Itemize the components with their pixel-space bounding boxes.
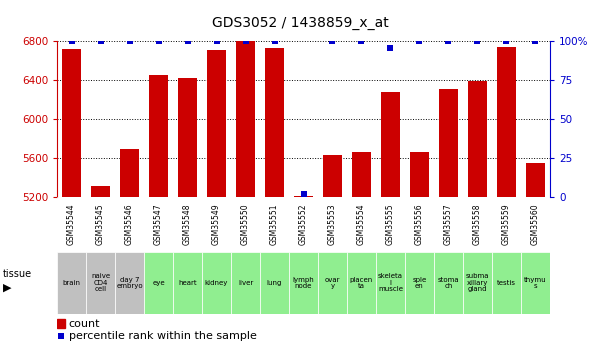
- Text: ▶: ▶: [3, 283, 11, 293]
- Text: tissue: tissue: [3, 269, 32, 279]
- Bar: [115, 252, 144, 314]
- Text: GSM35548: GSM35548: [183, 204, 192, 245]
- Bar: [265, 48, 284, 197]
- Bar: [57, 252, 86, 314]
- Text: kidney: kidney: [205, 280, 228, 286]
- Bar: [439, 89, 458, 197]
- Text: GSM35551: GSM35551: [270, 204, 279, 245]
- Bar: [86, 252, 115, 314]
- Bar: [376, 252, 405, 314]
- Bar: [468, 81, 487, 197]
- Text: GSM35544: GSM35544: [67, 204, 76, 245]
- Text: GSM35550: GSM35550: [241, 204, 250, 245]
- Bar: [434, 252, 463, 314]
- Bar: [91, 186, 110, 197]
- Text: sple
en: sple en: [412, 277, 427, 289]
- Text: GDS3052 / 1438859_x_at: GDS3052 / 1438859_x_at: [212, 16, 389, 30]
- Bar: [289, 252, 318, 314]
- Text: stoma
ch: stoma ch: [438, 277, 459, 289]
- Bar: [521, 252, 550, 314]
- Bar: [207, 50, 226, 197]
- Text: subma
xillary
gland: subma xillary gland: [466, 273, 489, 293]
- Text: percentile rank within the sample: percentile rank within the sample: [69, 331, 257, 341]
- Bar: [405, 252, 434, 314]
- Text: lymph
node: lymph node: [293, 277, 314, 289]
- Bar: [231, 252, 260, 314]
- Text: ovar
y: ovar y: [325, 277, 340, 289]
- Text: GSM35554: GSM35554: [357, 204, 366, 245]
- Text: lung: lung: [267, 280, 282, 286]
- Bar: [381, 92, 400, 197]
- Bar: [57, 319, 65, 328]
- Text: day 7
embryо: day 7 embryо: [116, 277, 143, 289]
- Bar: [236, 41, 255, 197]
- Text: liver: liver: [238, 280, 253, 286]
- Bar: [323, 155, 342, 197]
- Text: count: count: [69, 319, 100, 329]
- Text: heart: heart: [178, 280, 197, 286]
- Bar: [497, 47, 516, 197]
- Bar: [202, 252, 231, 314]
- Text: eye: eye: [152, 280, 165, 286]
- Text: skeleta
l
muscle: skeleta l muscle: [378, 273, 403, 293]
- Bar: [410, 152, 429, 197]
- Bar: [62, 49, 81, 197]
- Text: GSM35547: GSM35547: [154, 204, 163, 245]
- Text: GSM35560: GSM35560: [531, 204, 540, 245]
- Text: GSM35555: GSM35555: [386, 204, 395, 245]
- Text: GSM35549: GSM35549: [212, 204, 221, 245]
- Bar: [352, 152, 371, 197]
- Bar: [347, 252, 376, 314]
- Text: naive
CD4
cell: naive CD4 cell: [91, 273, 110, 293]
- Bar: [149, 75, 168, 197]
- Text: GSM35552: GSM35552: [299, 204, 308, 245]
- Text: GSM35559: GSM35559: [502, 204, 511, 245]
- Text: placen
ta: placen ta: [350, 277, 373, 289]
- Bar: [463, 252, 492, 314]
- Bar: [318, 252, 347, 314]
- Text: thymu
s: thymu s: [524, 277, 547, 289]
- Bar: [120, 149, 139, 197]
- Text: GSM35556: GSM35556: [415, 204, 424, 245]
- Bar: [173, 252, 202, 314]
- Bar: [294, 196, 313, 197]
- Bar: [526, 163, 545, 197]
- Text: brain: brain: [63, 280, 81, 286]
- Text: GSM35553: GSM35553: [328, 204, 337, 245]
- Text: GSM35558: GSM35558: [473, 204, 482, 245]
- Text: GSM35546: GSM35546: [125, 204, 134, 245]
- Text: testis: testis: [497, 280, 516, 286]
- Bar: [492, 252, 521, 314]
- Bar: [178, 78, 197, 197]
- Text: GSM35545: GSM35545: [96, 204, 105, 245]
- Bar: [260, 252, 289, 314]
- Text: GSM35557: GSM35557: [444, 204, 453, 245]
- Bar: [144, 252, 173, 314]
